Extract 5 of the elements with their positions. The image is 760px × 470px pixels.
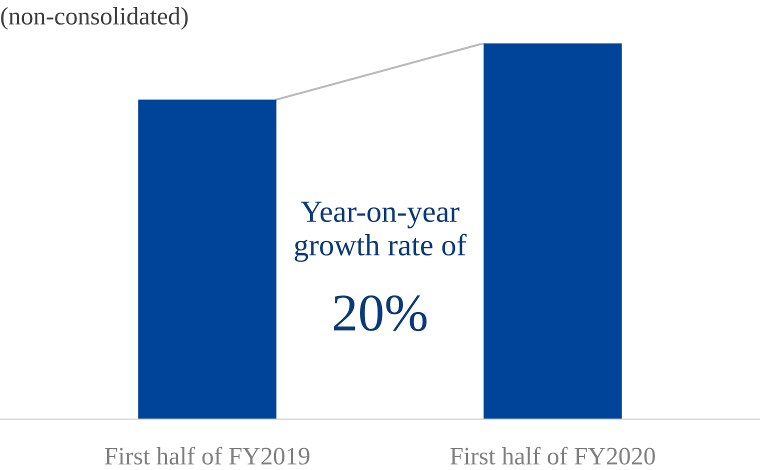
annotation: Year-on-year growth rate of <box>294 202 467 262</box>
x-tick-label: First half of FY2020 <box>450 446 655 465</box>
chart-title: (non-consolidated) <box>1 7 188 30</box>
x-tick-label: First half of FY2019 <box>104 446 310 465</box>
annotation: 20% <box>334 295 427 332</box>
